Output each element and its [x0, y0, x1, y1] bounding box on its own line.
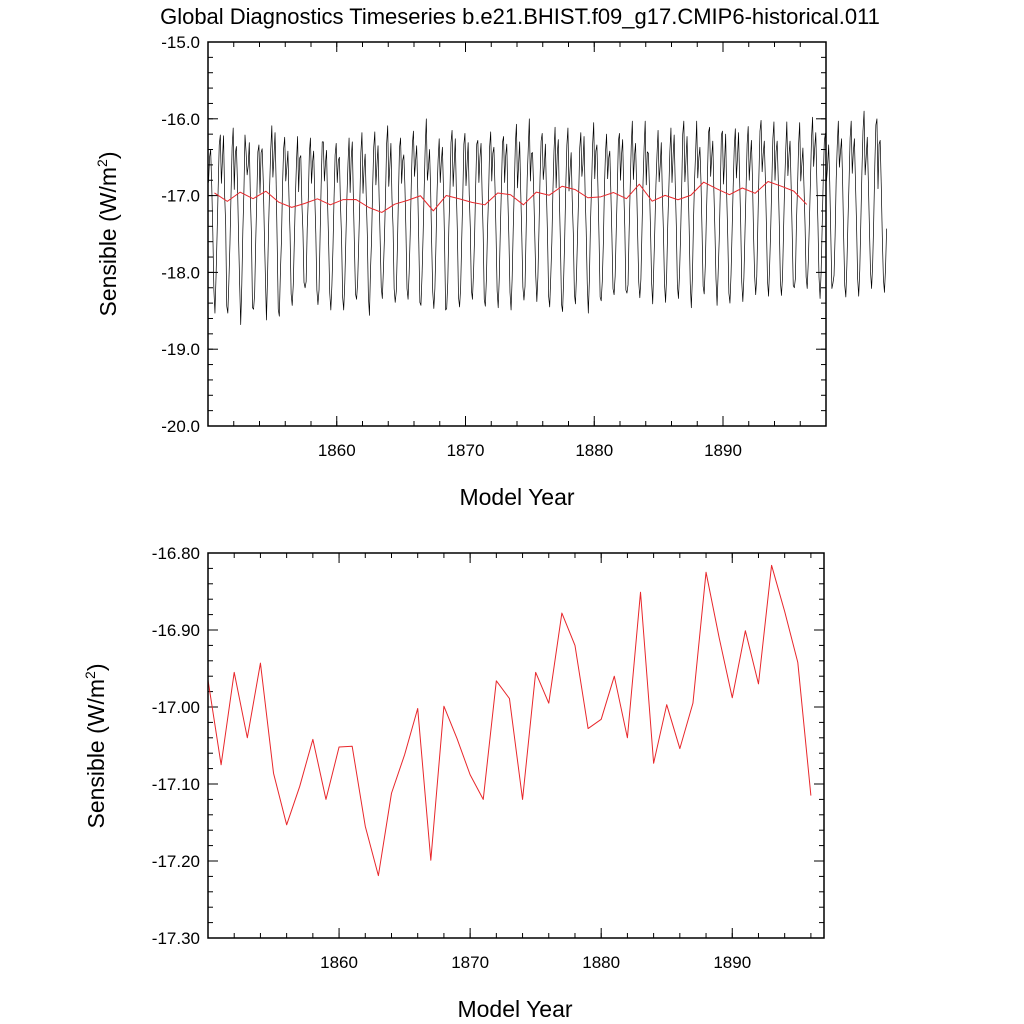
top-y-tick-label: -19.0 — [161, 340, 200, 359]
bottom-series-annual — [207, 564, 812, 877]
bottom-y-tick-label: -17.10 — [152, 775, 200, 794]
bottom-x-tick-label: 1870 — [451, 953, 489, 972]
bottom-x-tick-label: 1880 — [582, 953, 620, 972]
top-y-axis-label: Sensible (W/m2) — [94, 151, 121, 316]
top-y-tick-label: -18.0 — [161, 263, 200, 282]
top-y-tick-label: -20.0 — [161, 417, 200, 436]
top-panel: -15.0 -16.0 -17.0 -18.0 -19.0 -20.0 1860 1870 18… — [94, 33, 887, 510]
bottom-plot-frame — [207, 552, 825, 939]
bottom-y-tick-label: -17.20 — [152, 852, 200, 871]
bottom-x-tick-label: 1890 — [713, 953, 751, 972]
top-y-axis-label-main: Sensible (W/m — [95, 167, 121, 317]
top-y-tick-label: -15.0 — [161, 33, 200, 52]
top-y-axis-label-sup: 2 — [94, 159, 110, 167]
bottom-y-tick-label: -16.90 — [152, 621, 200, 640]
top-series-annual — [214, 180, 808, 213]
bottom-y-axis-label-main: Sensible (W/m — [83, 679, 109, 829]
bottom-panel: -16.80 -16.90 -17.00 -17.10 -17.20 -17.30 1860… — [82, 544, 825, 1022]
top-x-tick-label: 1870 — [447, 441, 485, 460]
bottom-y-axis-label-sup: 2 — [82, 671, 98, 679]
top-plot-frame — [207, 41, 827, 427]
top-x-axis-label: Model Year — [459, 484, 574, 510]
top-axes-ticks — [207, 41, 827, 427]
bottom-y-tick-label: -17.30 — [152, 929, 200, 948]
bottom-x-tick-label: 1860 — [320, 953, 358, 972]
top-y-axis-label-close: ) — [95, 151, 121, 159]
top-x-tick-label: 1880 — [575, 441, 613, 460]
bottom-y-tick-label: -16.80 — [152, 544, 200, 563]
top-x-tick-label: 1860 — [318, 441, 356, 460]
bottom-y-axis-label: Sensible (W/m2) — [82, 663, 109, 828]
top-y-tick-label: -17.0 — [161, 187, 200, 206]
bottom-y-axis-label-close: ) — [83, 663, 109, 671]
bottom-y-tick-label: -17.00 — [152, 698, 200, 717]
top-x-tick-label: 1890 — [704, 441, 742, 460]
top-series-monthly — [208, 110, 887, 325]
bottom-x-axis-label: Model Year — [457, 996, 572, 1022]
chart-title: Global Diagnostics Timeseries b.e21.BHIS… — [160, 4, 880, 29]
top-y-tick-label: -16.0 — [161, 110, 200, 129]
